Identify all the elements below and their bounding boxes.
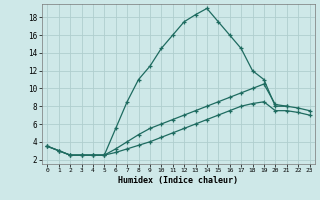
X-axis label: Humidex (Indice chaleur): Humidex (Indice chaleur) [118, 176, 238, 185]
